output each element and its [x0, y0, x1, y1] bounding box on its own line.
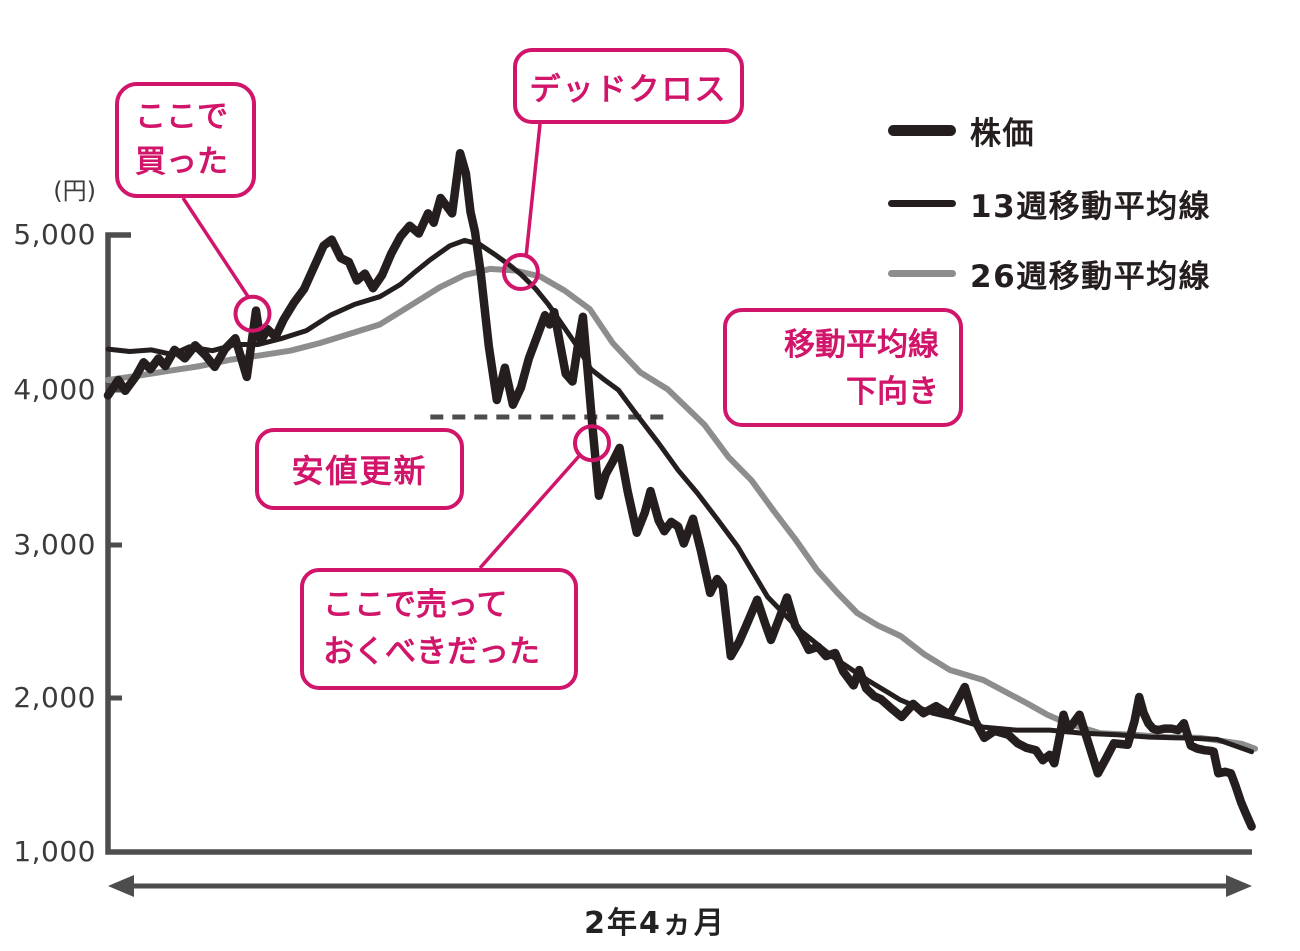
marker-circle-dead_cross	[501, 253, 540, 291]
legend-label-stock: 株価	[970, 115, 1035, 152]
y-tick-label-3000: 3,000	[13, 528, 96, 561]
callout-ma-down-line2: 下向き	[846, 373, 939, 410]
legend-label-ma13: 13週移動平均線	[970, 188, 1212, 225]
x-span-arrow	[108, 875, 1252, 897]
marker-circle-bought	[233, 294, 272, 333]
callout-new-low-text: 安値更新	[291, 452, 428, 490]
marker-circle-should_sell	[573, 424, 611, 463]
series-line-stock	[103, 148, 1256, 831]
callout-should-sell-line1: ここで売って	[323, 587, 508, 623]
arrow-left-icon	[108, 875, 134, 897]
y-tick-label-2000: 2,000	[13, 681, 96, 714]
callout-bought-line1: ここで	[135, 99, 228, 135]
stock-line-swatch-icon	[888, 124, 956, 136]
arrow-right-icon	[1226, 875, 1252, 897]
x-axis-range-label: 2年4ヵ月	[584, 906, 726, 941]
callout-connector-bought	[181, 197, 251, 299]
callout-should-sell-line2: おくべきだった	[323, 633, 540, 670]
y-tick-label-1000: 1,000	[13, 835, 96, 868]
callout-connector-should-sell	[478, 453, 582, 570]
legend-label-ma26: 26週移動平均線	[970, 258, 1212, 295]
callout-dead-cross: デッドクロス	[513, 48, 744, 124]
y-tick-label-4000: 4,000	[13, 373, 96, 406]
callout-bought-here: ここで 買った	[115, 82, 256, 198]
legend-item-stock: 株価	[888, 113, 1035, 152]
callout-should-have-sold: ここで売って おくべきだった	[300, 568, 578, 690]
legend-item-ma26: 26週移動平均線	[888, 256, 1211, 295]
callout-dead-cross-text: デッドクロス	[529, 71, 728, 108]
y-tick-label-5000: 5,000	[13, 218, 96, 251]
callout-ma-downward: 移動平均線 下向き	[723, 308, 963, 427]
callout-new-low: 安値更新	[255, 428, 464, 510]
ma26-line-swatch-icon	[888, 269, 956, 277]
ma13-line-swatch-icon	[888, 199, 956, 207]
callout-connector-dead-cross	[524, 123, 542, 258]
legend-item-ma13: 13週移動平均線	[888, 186, 1211, 225]
callout-bought-line2: 買った	[135, 143, 228, 180]
y-axis-unit-label: (円)	[53, 177, 96, 205]
callout-ma-down-line1: 移動平均線	[784, 327, 939, 363]
